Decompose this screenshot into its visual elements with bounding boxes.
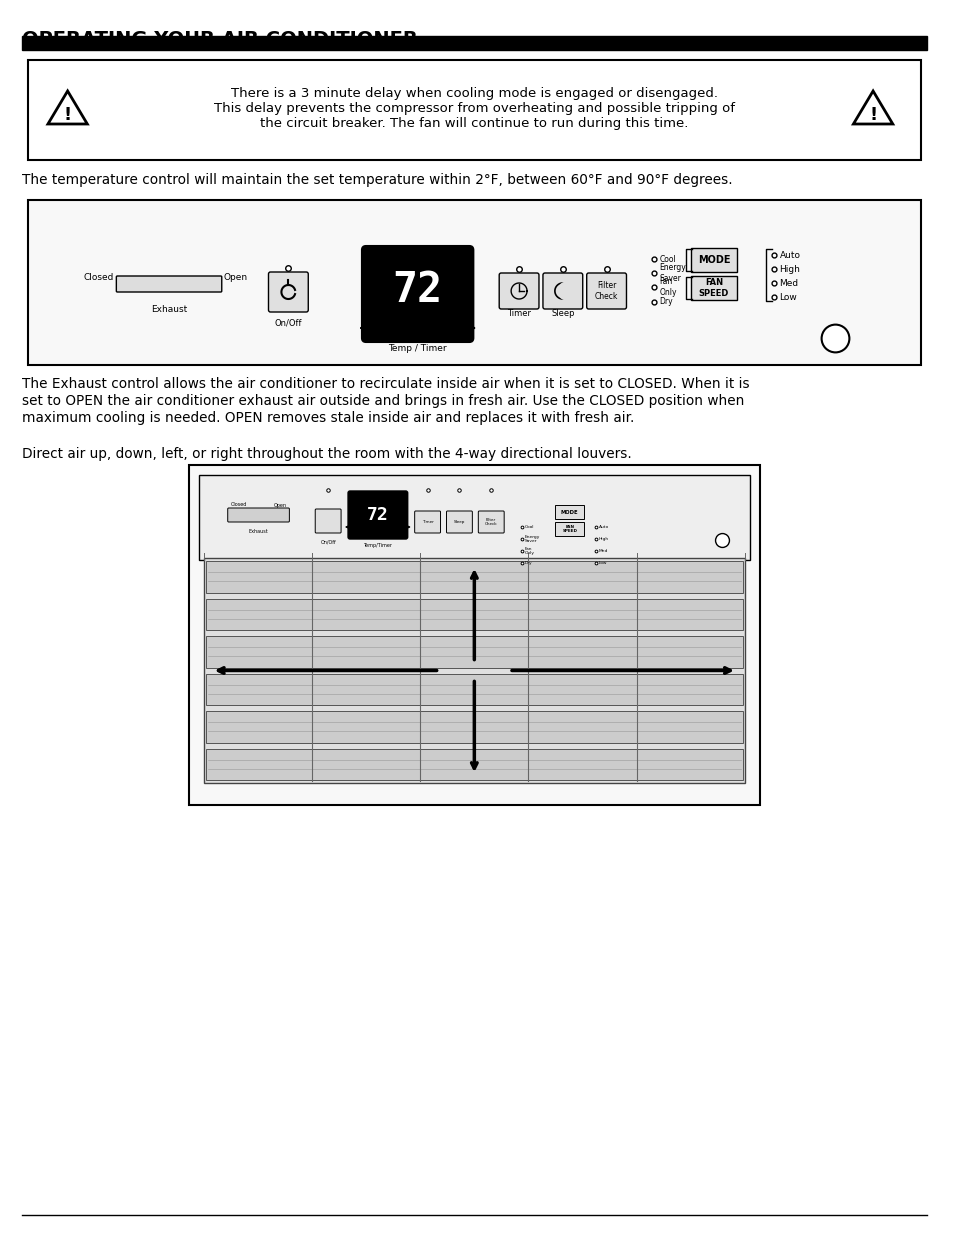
Text: Temp/Timer: Temp/Timer (363, 543, 392, 548)
Text: set to OPEN the air conditioner exhaust air outside and brings in fresh air. Use: set to OPEN the air conditioner exhaust … (22, 394, 743, 408)
Text: On/Off: On/Off (274, 317, 302, 327)
Text: Cool: Cool (524, 525, 534, 529)
FancyBboxPatch shape (555, 521, 583, 536)
Text: Temp / Timer: Temp / Timer (388, 345, 447, 353)
Text: Direct air up, down, left, or right throughout the room with the 4-way direction: Direct air up, down, left, or right thro… (22, 447, 631, 461)
FancyBboxPatch shape (415, 511, 440, 534)
Text: Filter
Check: Filter Check (595, 282, 618, 300)
FancyBboxPatch shape (690, 275, 736, 300)
Polygon shape (48, 91, 88, 124)
Bar (22, 36, 925, 49)
Text: High: High (598, 537, 608, 541)
Text: Energy
Saver: Energy Saver (659, 263, 685, 283)
Text: Open: Open (274, 503, 286, 508)
FancyBboxPatch shape (542, 273, 582, 309)
FancyBboxPatch shape (348, 492, 407, 538)
Text: 72: 72 (367, 506, 388, 524)
FancyBboxPatch shape (555, 505, 583, 519)
FancyBboxPatch shape (116, 275, 221, 291)
Text: The Exhaust control allows the air conditioner to recirculate inside air when it: The Exhaust control allows the air condi… (22, 377, 749, 391)
Text: Cool: Cool (659, 254, 676, 263)
FancyBboxPatch shape (690, 248, 736, 272)
Text: OPERATING YOUR AIR CONDITIONER: OPERATING YOUR AIR CONDITIONER (22, 30, 417, 49)
FancyBboxPatch shape (268, 272, 308, 312)
FancyBboxPatch shape (314, 509, 341, 534)
Text: Auto: Auto (779, 251, 800, 259)
Text: Open: Open (224, 273, 248, 282)
Text: Closed: Closed (84, 273, 114, 282)
Text: FAN
SPEED: FAN SPEED (698, 278, 728, 298)
FancyBboxPatch shape (477, 511, 503, 534)
Bar (206, 561, 742, 593)
Bar (206, 636, 742, 667)
Text: Filter
Check: Filter Check (484, 517, 497, 526)
Text: Exhaust: Exhaust (151, 305, 187, 314)
Text: Sleep: Sleep (551, 309, 574, 317)
FancyBboxPatch shape (28, 200, 920, 366)
Text: On/Off: On/Off (320, 540, 335, 545)
FancyBboxPatch shape (189, 466, 759, 805)
Bar (206, 673, 742, 705)
Text: Fan
Only: Fan Only (524, 547, 535, 556)
Text: MODE: MODE (560, 510, 578, 515)
Text: !: ! (64, 106, 71, 125)
Text: FAN
SPEED: FAN SPEED (561, 525, 577, 534)
Bar (206, 748, 742, 781)
FancyBboxPatch shape (361, 246, 473, 342)
FancyBboxPatch shape (228, 508, 289, 522)
Text: Auto: Auto (598, 525, 608, 529)
Text: Med: Med (598, 550, 607, 553)
Text: High: High (779, 264, 800, 273)
FancyBboxPatch shape (586, 273, 626, 309)
Text: This delay prevents the compressor from overheating and possible tripping of: This delay prevents the compressor from … (213, 103, 734, 115)
Text: !: ! (868, 106, 876, 125)
Text: MODE: MODE (697, 254, 729, 266)
FancyBboxPatch shape (446, 511, 472, 534)
Text: Med: Med (779, 279, 798, 288)
Text: Energy
Saver: Energy Saver (524, 535, 539, 543)
Text: the circuit breaker. The fan will continue to run during this time.: the circuit breaker. The fan will contin… (260, 117, 688, 130)
Text: Sleep: Sleep (454, 520, 465, 524)
FancyBboxPatch shape (198, 475, 749, 559)
Text: Dry: Dry (659, 298, 672, 306)
Text: Dry: Dry (524, 561, 532, 564)
Text: Timer: Timer (421, 520, 433, 524)
Bar (204, 558, 744, 783)
Text: The temperature control will maintain the set temperature within 2°F, between 60: The temperature control will maintain th… (22, 173, 732, 186)
Polygon shape (853, 91, 892, 124)
Text: Low: Low (779, 293, 797, 301)
FancyBboxPatch shape (28, 61, 920, 161)
Text: Fan
Only: Fan Only (659, 278, 676, 296)
Text: Exhaust: Exhaust (249, 529, 268, 534)
Text: 72: 72 (393, 269, 442, 311)
Bar (206, 599, 742, 630)
Text: Closed: Closed (231, 503, 247, 508)
Text: Timer: Timer (507, 309, 531, 317)
Text: Low: Low (598, 561, 606, 564)
Bar (206, 711, 742, 742)
Text: maximum cooling is needed. OPEN removes stale inside air and replaces it with fr: maximum cooling is needed. OPEN removes … (22, 411, 634, 425)
FancyBboxPatch shape (498, 273, 538, 309)
Text: There is a 3 minute delay when cooling mode is engaged or disengaged.: There is a 3 minute delay when cooling m… (231, 86, 717, 100)
